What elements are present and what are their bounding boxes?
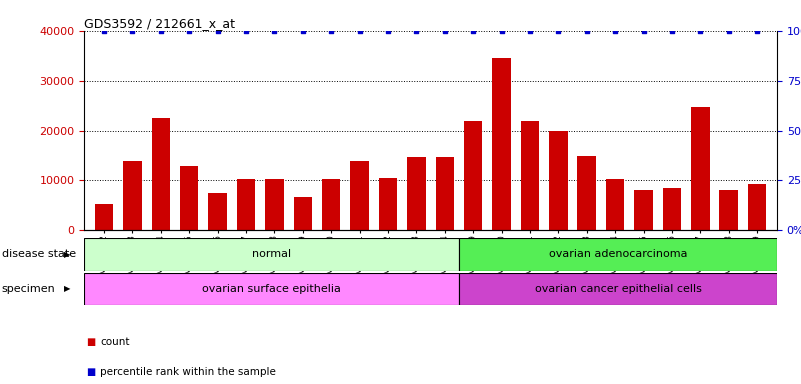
Point [183, 28, 195, 34]
Point [98, 28, 111, 34]
Point [353, 28, 366, 34]
Bar [662, 188, 681, 230]
Bar [123, 161, 142, 230]
Point [324, 28, 337, 34]
Bar [350, 161, 368, 230]
Bar [84, 273, 460, 305]
Text: ■: ■ [87, 337, 96, 347]
Bar [521, 121, 539, 230]
Bar [549, 131, 568, 230]
Bar [208, 193, 227, 230]
Bar [151, 118, 170, 230]
Text: ▶: ▶ [64, 250, 70, 259]
Bar [719, 190, 738, 230]
Text: ovarian cancer epithelial cells: ovarian cancer epithelial cells [535, 284, 702, 294]
Point [296, 28, 309, 34]
Bar [460, 273, 777, 305]
Point [723, 28, 735, 34]
Point [495, 28, 508, 34]
Text: specimen: specimen [2, 284, 55, 294]
Text: count: count [100, 337, 130, 347]
Point [438, 28, 451, 34]
Bar [464, 121, 482, 230]
Bar [379, 178, 397, 230]
Bar [84, 238, 460, 271]
Point [751, 28, 763, 34]
Bar [293, 197, 312, 230]
Text: ▶: ▶ [64, 285, 70, 293]
Bar [691, 107, 710, 230]
Point [211, 28, 224, 34]
Text: disease state: disease state [2, 249, 76, 260]
Point [155, 28, 167, 34]
Point [381, 28, 394, 34]
Point [637, 28, 650, 34]
Text: GDS3592 / 212661_x_at: GDS3592 / 212661_x_at [84, 17, 235, 30]
Bar [436, 157, 454, 230]
Point [410, 28, 423, 34]
Point [552, 28, 565, 34]
Bar [180, 166, 199, 230]
Bar [606, 179, 624, 230]
Text: ovarian adenocarcinoma: ovarian adenocarcinoma [549, 249, 687, 260]
Bar [748, 184, 767, 230]
Bar [578, 156, 596, 230]
Bar [460, 238, 777, 271]
Text: ovarian surface epithelia: ovarian surface epithelia [203, 284, 341, 294]
Text: normal: normal [252, 249, 292, 260]
Point [580, 28, 593, 34]
Text: percentile rank within the sample: percentile rank within the sample [100, 367, 276, 377]
Bar [265, 179, 284, 230]
Bar [237, 179, 256, 230]
Point [239, 28, 252, 34]
Point [524, 28, 537, 34]
Text: ■: ■ [87, 367, 96, 377]
Point [694, 28, 706, 34]
Bar [407, 157, 425, 230]
Point [609, 28, 622, 34]
Bar [493, 58, 511, 230]
Point [467, 28, 480, 34]
Point [666, 28, 678, 34]
Bar [322, 179, 340, 230]
Point [126, 28, 139, 34]
Bar [634, 190, 653, 230]
Bar [95, 204, 113, 230]
Point [268, 28, 281, 34]
